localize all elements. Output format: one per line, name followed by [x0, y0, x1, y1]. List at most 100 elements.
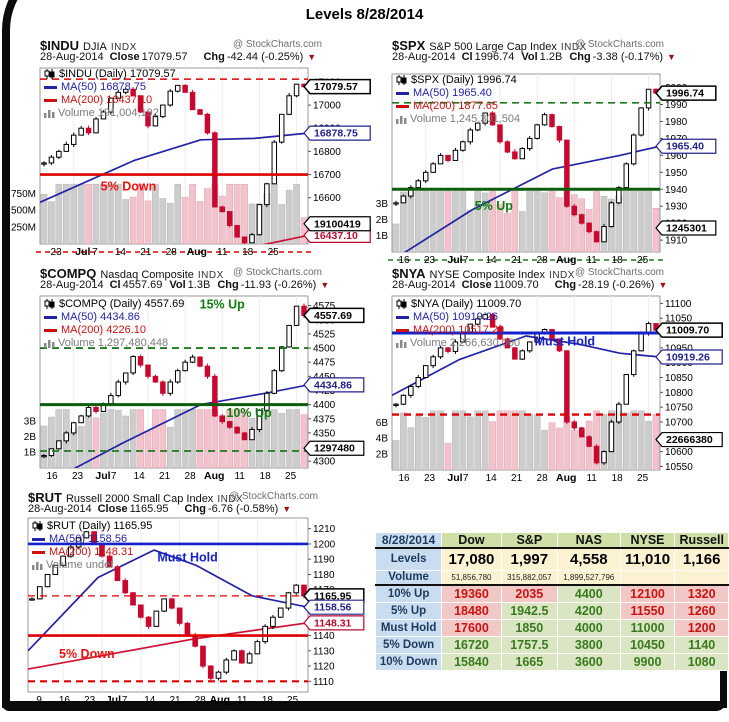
table-cell: 18480 [441, 601, 502, 620]
svg-text:28: 28 [537, 473, 549, 484]
table-cell: 51,856,780 [441, 569, 502, 586]
candlestick-icon [396, 75, 407, 86]
table-cell: 10450 [619, 635, 676, 654]
svg-text:22666380: 22666380 [666, 434, 713, 446]
svg-text:Must Hold: Must Hold [157, 551, 217, 565]
svg-text:1B: 1B [24, 448, 37, 459]
ma200-line-swatch [44, 98, 57, 102]
price-badge [655, 138, 717, 154]
table-cell: 1942.5 [500, 601, 558, 620]
table-cell: 11,010 [619, 547, 676, 571]
svg-text:10600: 10600 [665, 447, 693, 458]
table-cell: 1665 [500, 652, 558, 671]
svg-text:7: 7 [92, 247, 98, 258]
table-cell: 1200 [674, 618, 729, 637]
svg-text:4557.69: 4557.69 [314, 310, 352, 322]
price-badge [655, 431, 723, 448]
price-badge [655, 322, 723, 338]
stockcharts-credit: @ StockCharts.com [574, 267, 664, 278]
svg-text:1297480: 1297480 [314, 443, 355, 455]
price-badge [655, 220, 717, 236]
svg-text:6B: 6B [376, 418, 389, 429]
svg-text:4434.86: 4434.86 [314, 379, 352, 391]
svg-text:11100: 11100 [665, 299, 692, 310]
page-title: Levels 8/28/2014 [305, 6, 424, 23]
svg-text:4B: 4B [376, 434, 389, 445]
svg-text:7: 7 [463, 255, 469, 266]
table-cell: 1080 [674, 652, 729, 671]
svg-text:10700: 10700 [665, 417, 693, 428]
table-row-label: Levels [374, 547, 443, 571]
frame-border-top-left [2, 0, 106, 116]
svg-text:1200: 1200 [313, 539, 336, 550]
svg-text:5% Down: 5% Down [101, 180, 157, 194]
table-cell: 315,882,057 [500, 569, 558, 586]
frame-border-bottom [2, 701, 726, 711]
svg-text:5% Down: 5% Down [59, 647, 115, 661]
table-cell: 4200 [556, 601, 621, 620]
svg-text:14: 14 [115, 247, 127, 258]
chart-indu-legend: $INDU (Daily) 17079.57 MA(50) 16878.75 M… [44, 68, 176, 120]
ma200-line-swatch [396, 328, 409, 332]
svg-text:1B: 1B [376, 231, 389, 242]
svg-text:1930: 1930 [665, 202, 688, 213]
price-badge [303, 615, 365, 631]
svg-text:21: 21 [511, 473, 523, 484]
svg-text:3B: 3B [376, 199, 389, 210]
stockcharts-credit: @ StockCharts.com [228, 491, 318, 502]
chart-indu-infoline: 28-Aug-2014 Close 17079.57 Chg -42.44 (-0.25… [40, 51, 317, 63]
ma50-line-swatch [396, 315, 409, 319]
ma200-line-swatch [32, 550, 45, 554]
table-cell [619, 569, 676, 586]
candlestick-icon [44, 69, 55, 80]
volume-bars-icon [32, 561, 43, 570]
svg-text:Aug: Aug [556, 472, 576, 484]
price-badge [303, 78, 371, 95]
svg-text:1120: 1120 [313, 662, 335, 673]
svg-text:Must Hold: Must Hold [535, 334, 595, 348]
svg-text:11: 11 [234, 471, 245, 482]
svg-text:28: 28 [537, 255, 549, 266]
svg-text:10919.26: 10919.26 [666, 351, 710, 363]
spx-price-chart: 2000199019801970196019501940193019201910… [376, 73, 717, 266]
table-cell: 4400 [556, 584, 621, 603]
svg-text:1130: 1130 [313, 646, 335, 657]
svg-text:Jul: Jul [75, 246, 90, 258]
svg-text:11: 11 [237, 695, 248, 706]
svg-text:25: 25 [637, 473, 649, 484]
svg-text:7: 7 [111, 471, 117, 482]
chart-compq-infoline: 28-Aug-2014 Cl 4557.69 Vol 1.3B Chg -11.93 (-0… [40, 279, 330, 291]
svg-text:1210: 1210 [313, 524, 336, 535]
down-triangle-icon: ▼ [282, 504, 292, 514]
svg-text:18: 18 [612, 473, 624, 484]
svg-text:Jul: Jul [447, 472, 462, 484]
svg-text:25: 25 [287, 695, 299, 706]
svg-text:21: 21 [140, 247, 152, 258]
svg-text:16878.75: 16878.75 [314, 128, 358, 140]
svg-text:4500: 4500 [313, 344, 336, 355]
svg-text:10550: 10550 [665, 462, 693, 473]
svg-text:1158.56: 1158.56 [314, 602, 352, 614]
candlestick-icon [32, 521, 43, 532]
svg-text:14: 14 [134, 471, 146, 482]
svg-text:4400: 4400 [313, 400, 336, 411]
price-badge [655, 85, 717, 101]
volume-bars-icon [44, 109, 55, 118]
table-row-label: 10% Up [374, 584, 443, 603]
price-badge [303, 307, 365, 324]
svg-text:1940: 1940 [665, 185, 688, 196]
table-cell: 17,080 [441, 547, 502, 571]
down-triangle-icon: ▼ [320, 280, 330, 290]
svg-text:Aug: Aug [187, 246, 207, 258]
svg-text:1950: 1950 [665, 168, 688, 179]
table-cell: 4,558 [556, 547, 621, 571]
levels-table-body: Levels 17,080 1,997 4,558 11,010 1,166 Volume 5… [374, 547, 729, 671]
table-row-label: 10% Down [374, 652, 443, 671]
table-cell: 3800 [556, 635, 621, 654]
svg-text:17000: 17000 [313, 101, 341, 112]
table-cell: 4000 [556, 618, 621, 637]
table-cell: 1,899,527,796 [556, 569, 621, 586]
exchange: INDX [110, 42, 137, 53]
svg-text:Jul: Jul [106, 694, 121, 706]
svg-text:16800: 16800 [313, 147, 341, 158]
